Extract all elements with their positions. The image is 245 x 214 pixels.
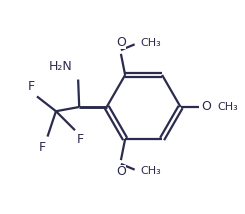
Text: CH₃: CH₃ (140, 166, 161, 176)
Text: F: F (77, 133, 84, 146)
Text: H₂N: H₂N (49, 60, 73, 73)
Text: O: O (116, 36, 126, 49)
Text: F: F (28, 80, 35, 93)
Text: CH₃: CH₃ (140, 38, 161, 48)
Text: F: F (38, 141, 45, 154)
Text: O: O (201, 101, 211, 113)
Text: O: O (116, 165, 126, 178)
Text: CH₃: CH₃ (218, 102, 238, 112)
